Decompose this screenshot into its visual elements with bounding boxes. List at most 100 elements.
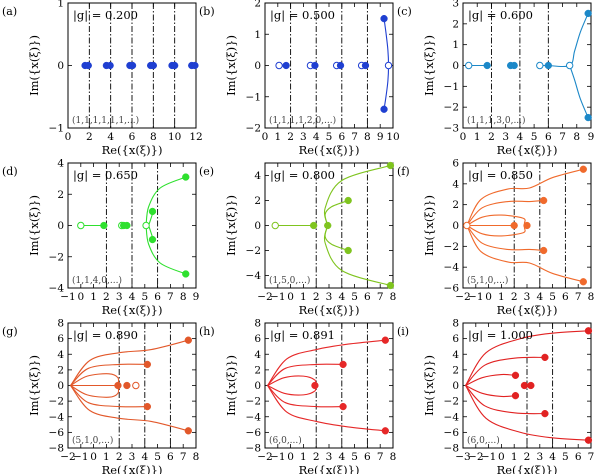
x-tick-label: 2 — [511, 291, 518, 303]
root-trajectory — [465, 385, 589, 441]
x-tick-label: 0 — [498, 451, 505, 463]
end-point — [523, 221, 531, 230]
start-point — [271, 221, 279, 230]
x-tick-label: 3 — [116, 291, 123, 303]
end-point — [386, 281, 395, 290]
root-trajectory — [70, 363, 148, 386]
end-point — [381, 427, 389, 435]
x-tick-label: 8 — [364, 131, 371, 143]
x-tick-label: 2 — [103, 291, 110, 303]
x-tick-label: 5 — [154, 451, 161, 463]
x-tick-label: 1 — [511, 451, 518, 463]
end-point — [149, 61, 157, 70]
end-point — [381, 336, 389, 344]
x-tick-label: 7 — [588, 451, 595, 463]
root-trajectory — [466, 199, 544, 226]
y-tick-label: 6 — [57, 333, 64, 345]
x-tick-label: 6 — [545, 131, 552, 143]
config-label: (1,1,1,1,2,0,...) — [269, 115, 336, 126]
root-trajectory — [466, 225, 544, 252]
x-tick-label: 6 — [364, 291, 371, 303]
end-point — [143, 360, 152, 369]
x-tick-label: −2 — [257, 291, 272, 303]
y-tick-label: 8 — [57, 318, 64, 330]
x-axis-label: Re({x(ξ)}) — [497, 463, 558, 474]
x-tick-label: 4 — [549, 451, 556, 463]
x-axis-label: Re({x(ξ)}) — [102, 463, 163, 474]
x-tick-label: −1 — [481, 451, 496, 463]
x-tick-label: 3 — [326, 291, 333, 303]
x-tick-label: 0 — [65, 131, 72, 143]
end-point — [148, 207, 157, 216]
end-point — [336, 61, 345, 70]
root-trajectory — [70, 385, 148, 408]
end-point — [483, 61, 491, 70]
end-point — [191, 61, 199, 70]
x-tick-label: 0 — [485, 291, 492, 303]
config-label: (5,1,0,...) — [72, 435, 113, 446]
x-tick-label: −1 — [468, 291, 483, 303]
end-point — [324, 221, 332, 230]
x-tick-label: 1 — [274, 131, 281, 143]
root-trajectory — [70, 373, 120, 386]
end-point — [184, 427, 192, 435]
panel-letter: (a) — [2, 5, 17, 18]
y-tick-label: 1 — [254, 29, 261, 41]
y-tick-label: 4 — [57, 349, 64, 361]
x-tick-label: −3 — [455, 451, 470, 463]
root-trajectory — [465, 356, 545, 386]
x-axis-label: Re({x(ξ)}) — [102, 303, 163, 317]
x-tick-label: 8 — [180, 291, 187, 303]
y-axis-label: Im({x(ξ)}) — [27, 355, 41, 416]
y-tick-label: −1 — [246, 91, 261, 103]
x-tick-label: 4 — [313, 131, 320, 143]
end-point — [527, 381, 535, 390]
y-tick-label: 2 — [452, 18, 459, 30]
y-tick-label: −4 — [444, 411, 460, 423]
y-axis-label: Im({x(ξ)}) — [422, 35, 436, 96]
x-tick-label: 10 — [386, 131, 399, 143]
panel-letter: (g) — [2, 325, 18, 338]
x-tick-label: 8 — [573, 131, 580, 143]
x-tick-label: 1 — [498, 291, 505, 303]
x-tick-label: 4 — [129, 291, 136, 303]
root-trajectory — [70, 339, 189, 386]
start-point — [384, 61, 393, 70]
x-axis-label: Re({x(ξ)}) — [497, 143, 558, 157]
x-tick-label: 4 — [536, 291, 543, 303]
end-point — [520, 381, 529, 390]
end-point — [282, 61, 290, 70]
x-tick-label: 9 — [193, 291, 200, 303]
root-trajectory — [465, 385, 516, 398]
end-point — [123, 381, 131, 390]
x-tick-label: 8 — [150, 131, 157, 143]
y-tick-label: −8 — [49, 443, 64, 455]
x-tick-label: 5 — [326, 131, 333, 143]
end-point — [539, 196, 548, 205]
x-tick-label: −2 — [257, 451, 272, 463]
end-point — [84, 61, 92, 70]
y-axis-label: Im({x(ξ)}) — [224, 195, 238, 256]
y-axis-label: Im({x(ξ)}) — [224, 355, 238, 416]
x-tick-label: 6 — [129, 131, 136, 143]
y-tick-label: −2 — [444, 396, 459, 408]
x-tick-label: 7 — [377, 451, 384, 463]
root-trajectory — [70, 385, 189, 432]
y-tick-label: 4 — [452, 178, 459, 190]
x-tick-label: −1 — [60, 291, 75, 303]
end-point — [114, 381, 122, 390]
x-tick-label: −1 — [270, 451, 285, 463]
y-tick-label: −2 — [246, 245, 261, 257]
x-tick-label: 6 — [575, 451, 582, 463]
x-tick-label: 9 — [377, 131, 384, 143]
config-label: (1,1,1,1,1,1,...) — [72, 115, 139, 126]
root-trajectory — [466, 225, 584, 283]
x-tick-label: 6 — [167, 451, 174, 463]
y-tick-label: 2 — [57, 189, 64, 201]
root-trajectory — [145, 176, 186, 226]
x-tick-label: −1 — [73, 451, 88, 463]
start-point — [463, 221, 471, 230]
y-tick-label: 4 — [254, 170, 261, 182]
end-point — [311, 61, 319, 70]
start-point — [77, 221, 85, 230]
